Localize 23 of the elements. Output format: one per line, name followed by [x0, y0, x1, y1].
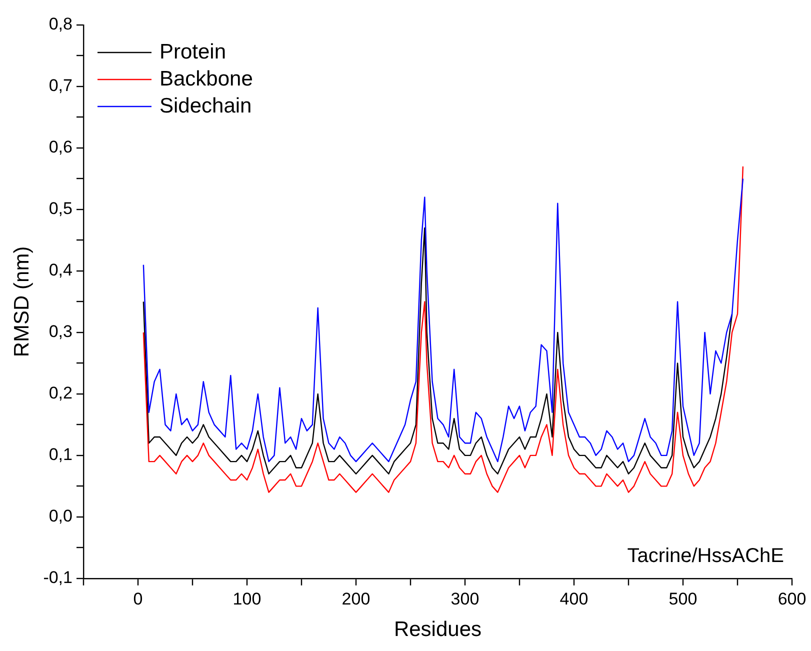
y-tick-label: 0,6 — [48, 138, 72, 157]
x-tick-label: 500 — [668, 589, 698, 608]
y-tick-label: 0,2 — [48, 384, 72, 403]
legend-label: Backbone — [159, 67, 253, 90]
x-axis-title: Residues — [394, 618, 482, 642]
legend-label: Protein — [159, 40, 226, 64]
y-tick-label: 0,0 — [48, 506, 72, 526]
x-tick-label: 100 — [232, 589, 262, 608]
y-tick-label: 0,8 — [48, 14, 72, 34]
y-axis-title: RMSD (nm) — [10, 246, 34, 358]
legend-label: Sidechain — [159, 94, 252, 118]
y-tick-label: 0,5 — [48, 199, 72, 218]
y-tick-label: 0,3 — [48, 322, 72, 342]
x-tick-label: 0 — [133, 589, 143, 608]
y-tick-label: 0,7 — [48, 76, 72, 96]
y-tick-label: 0,4 — [48, 260, 72, 280]
annotation: Tacrine/HssAChE — [627, 544, 784, 567]
x-tick-label: 300 — [450, 589, 480, 608]
x-tick-label: 200 — [342, 589, 370, 608]
y-tick-label: 0,1 — [48, 445, 72, 464]
x-tick-label: 400 — [560, 589, 588, 608]
y-tick-label: -0,1 — [43, 568, 72, 588]
x-tick-label: 600 — [778, 589, 806, 608]
